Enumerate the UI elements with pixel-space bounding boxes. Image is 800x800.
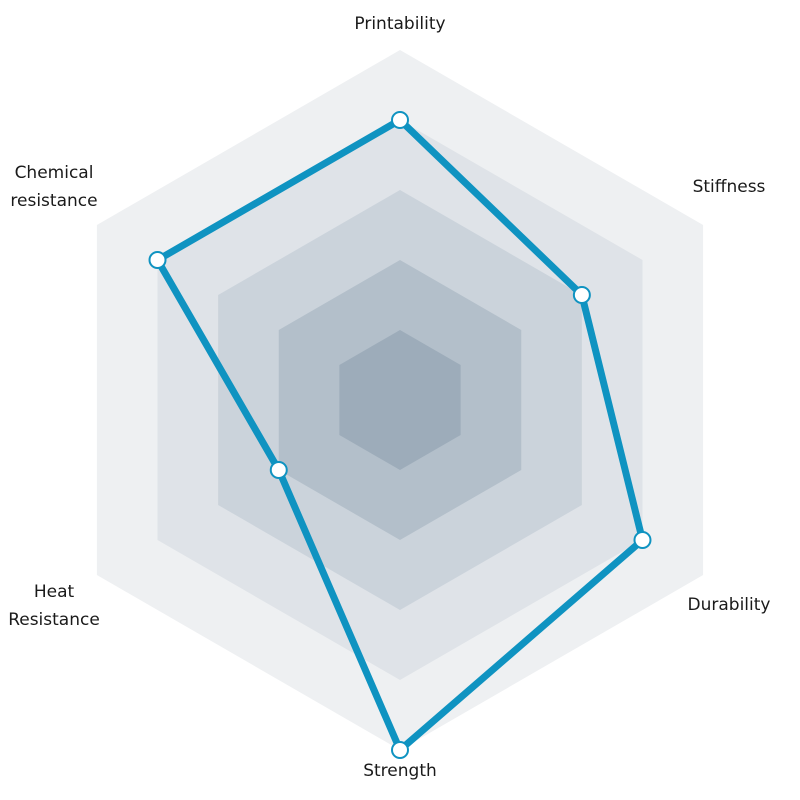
radar-grid-rings	[96, 50, 704, 750]
axis-label-chemical-resistance: Chemical resistance	[10, 163, 98, 211]
axis-label-stiffness: Stiffness	[692, 177, 766, 197]
grid-ring-1	[339, 330, 461, 470]
data-point-marker[interactable]	[269, 461, 288, 479]
data-point-marker[interactable]	[572, 286, 591, 304]
data-point-marker[interactable]	[148, 251, 167, 269]
axis-label-strength: Strength	[363, 761, 437, 781]
data-point-marker[interactable]	[633, 531, 652, 549]
data-point-marker[interactable]	[391, 741, 409, 759]
axis-label-printability: Printability	[354, 14, 446, 34]
axis-label-durability: Durability	[687, 595, 771, 615]
radar-markers	[148, 111, 652, 759]
data-point-marker[interactable]	[391, 111, 409, 129]
axis-label-heat-resistance: Heat Resistance	[8, 582, 100, 630]
